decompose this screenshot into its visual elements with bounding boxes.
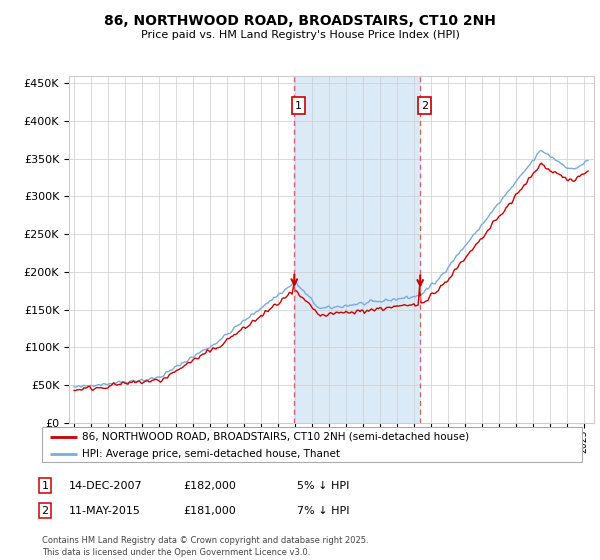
Text: £181,000: £181,000 (183, 506, 236, 516)
Text: 86, NORTHWOOD ROAD, BROADSTAIRS, CT10 2NH (semi-detached house): 86, NORTHWOOD ROAD, BROADSTAIRS, CT10 2N… (83, 432, 470, 442)
Text: 1: 1 (295, 101, 302, 111)
Text: £182,000: £182,000 (183, 480, 236, 491)
Text: HPI: Average price, semi-detached house, Thanet: HPI: Average price, semi-detached house,… (83, 449, 341, 459)
Text: 7% ↓ HPI: 7% ↓ HPI (297, 506, 349, 516)
Text: Contains HM Land Registry data © Crown copyright and database right 2025.
This d: Contains HM Land Registry data © Crown c… (42, 536, 368, 557)
Text: 2: 2 (41, 506, 49, 516)
Text: 1: 1 (41, 480, 49, 491)
Text: 5% ↓ HPI: 5% ↓ HPI (297, 480, 349, 491)
Bar (294, 76, 420, 423)
Text: 2: 2 (421, 101, 428, 111)
Text: Price paid vs. HM Land Registry's House Price Index (HPI): Price paid vs. HM Land Registry's House … (140, 30, 460, 40)
Text: 86, NORTHWOOD ROAD, BROADSTAIRS, CT10 2NH: 86, NORTHWOOD ROAD, BROADSTAIRS, CT10 2N… (104, 14, 496, 28)
Text: 11-MAY-2015: 11-MAY-2015 (69, 506, 141, 516)
FancyBboxPatch shape (42, 427, 582, 462)
Text: 14-DEC-2007: 14-DEC-2007 (69, 480, 143, 491)
